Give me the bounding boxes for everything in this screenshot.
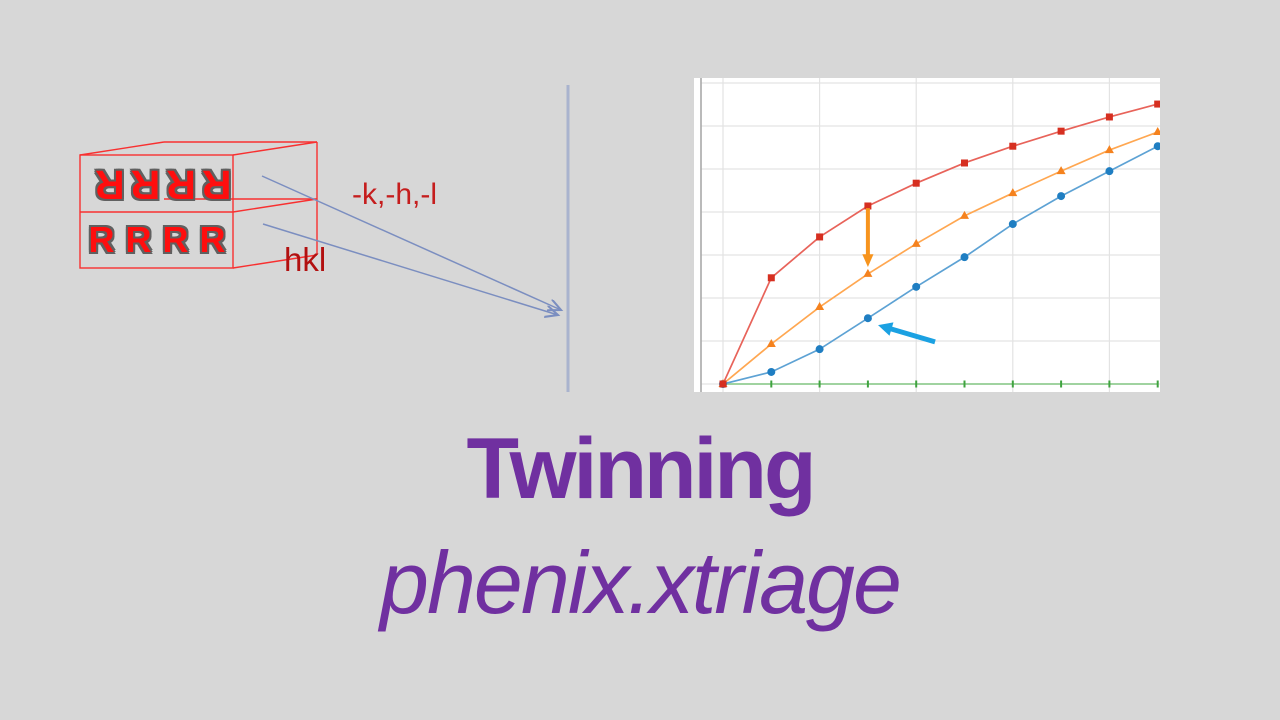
twin-domain-top-letters: RRRR <box>81 157 233 211</box>
chart-plot-area <box>700 78 1160 392</box>
slide-subtitle: phenix.xtriage <box>380 533 902 632</box>
reflection-label-minus-khl: -k,-h,-l <box>352 178 437 211</box>
rotated-letters: RRRR <box>88 161 232 208</box>
reflection-label-hkl: hkl <box>284 241 327 278</box>
upright-letters: RRRR <box>88 219 237 260</box>
reflection-arrow-top <box>261 175 561 310</box>
reflection-mapping-arrows <box>261 175 561 315</box>
red-wireframe-box <box>79 141 318 269</box>
slide-title: Twinning <box>466 421 817 517</box>
intensity-distribution-chart <box>694 78 1160 392</box>
twin-domain-bottom-letters: RRRR <box>81 213 233 267</box>
reflection-arrow-bottom <box>262 223 558 315</box>
